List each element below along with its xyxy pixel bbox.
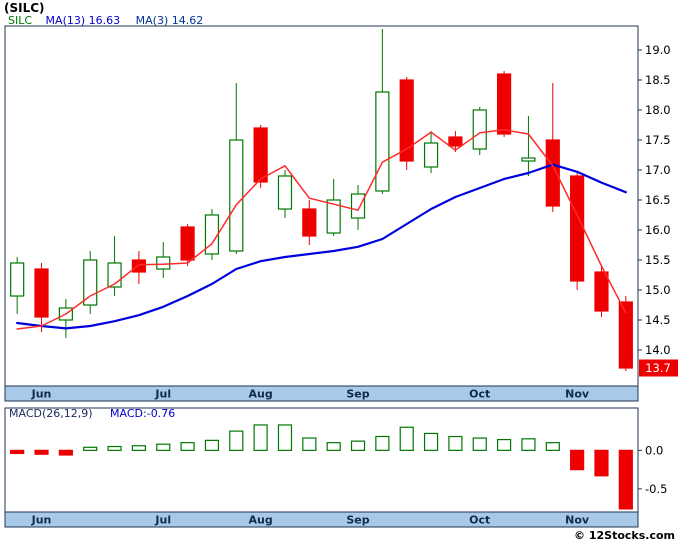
macd-bar-positive [253, 424, 268, 451]
y-axis-label: 17.0 [645, 163, 671, 177]
candle-up [350, 193, 366, 219]
month-label-aug: Aug [249, 514, 273, 527]
macd-bar-positive [156, 443, 171, 451]
month-label-aug: Aug [249, 388, 273, 401]
candle-up [326, 199, 341, 234]
candle-up [375, 91, 390, 192]
macd-bar-positive [545, 442, 560, 451]
price-legend: SILC MA(13) 16.63 MA(3) 14.62 [8, 14, 203, 27]
month-label-oct: Oct [469, 388, 490, 401]
month-label-nov: Nov [565, 514, 590, 527]
macd-bar-positive [423, 432, 439, 451]
macd-chart: Jun Jul Aug Sep Oct Nov 0.0 -0.5 [4, 407, 667, 528]
macd-bar-positive [496, 438, 512, 451]
macd-bar-positive [472, 437, 487, 451]
macd-bar-negative [570, 449, 585, 471]
y-axis-label: 18.5 [645, 73, 671, 87]
legend-ma13-value: 16.63 [88, 14, 121, 27]
candle-down [34, 268, 49, 318]
macd-bar-positive [521, 438, 536, 451]
legend-symbol: SILC [8, 14, 33, 27]
candle-up [521, 157, 536, 162]
candle-down [545, 139, 560, 207]
y-axis-label: 16.0 [645, 223, 671, 237]
macd-bar-negative [10, 449, 25, 455]
candle-up [83, 259, 98, 306]
macd-bar-positive [326, 442, 341, 451]
candle-down [180, 226, 195, 261]
month-label-nov: Nov [565, 388, 590, 401]
macd-bar-positive [131, 445, 147, 451]
macd-bar-positive [83, 446, 98, 451]
candle-up [423, 142, 439, 168]
legend-ma3-label: MA(3) [135, 14, 169, 27]
last-price-label: 13.7 [645, 361, 671, 375]
macd-bar-positive [399, 426, 414, 451]
macd-bar-positive [350, 440, 366, 451]
macd-bar-positive [277, 424, 293, 451]
macd-bar-positive [302, 437, 317, 451]
candle-up [229, 139, 244, 252]
macd-month-band [4, 511, 639, 528]
macd-plot-area [4, 407, 639, 513]
price-plot-area [4, 25, 639, 387]
ma3-line [16, 129, 627, 330]
macd-bar-positive [375, 435, 390, 451]
month-label-sep: Sep [346, 514, 369, 527]
candle-down [448, 136, 463, 147]
month-label-jul: Jul [154, 388, 171, 401]
y-axis-label: 17.5 [645, 133, 671, 147]
macd-bar-positive [107, 445, 122, 451]
macd-bar-negative [34, 449, 49, 455]
candle-down [253, 127, 268, 183]
month-label-jun: Jun [31, 388, 52, 401]
legend-ma3: MA(3) 14.62 [136, 14, 204, 27]
macd-legend-value: MACD:-0.76 [110, 407, 176, 420]
candle-down [594, 271, 609, 312]
y-axis-label: 19.0 [645, 43, 671, 57]
y-axis-label: 14.5 [645, 313, 671, 327]
macd-bar-negative [58, 449, 73, 456]
macd-legend: MACD(26,12,9) MACD:-0.76 [9, 407, 175, 420]
candle-down [496, 73, 512, 135]
last-price-box [639, 359, 678, 377]
page-title: (SILC) [4, 1, 45, 15]
candle-down [618, 301, 633, 369]
ma13-line [16, 163, 627, 330]
candle-down [302, 208, 317, 237]
macd-bar-positive [180, 442, 195, 451]
month-label-oct: Oct [469, 514, 490, 527]
y-axis-label: 16.5 [645, 193, 671, 207]
month-label-jul: Jul [154, 514, 171, 527]
y-axis-label: 15.0 [645, 283, 671, 297]
y-axis-label: -0.5 [645, 482, 667, 496]
legend-ma13-label: MA(13) [45, 14, 86, 27]
macd-bar-negative [594, 449, 609, 477]
legend-ma3-value: 14.62 [171, 14, 204, 27]
candle-up [10, 262, 25, 297]
copyright: © 12Stocks.com [574, 529, 675, 542]
candle-down [399, 79, 414, 162]
candle-up [156, 256, 171, 270]
y-axis-label: 15.5 [645, 253, 671, 267]
candle-up [472, 109, 487, 150]
macd-bar-positive [448, 435, 463, 451]
month-label-sep: Sep [346, 388, 369, 401]
candle-down [570, 175, 585, 282]
month-label-jun: Jun [31, 514, 52, 527]
macd-bar-positive [204, 439, 220, 451]
candle-up [277, 175, 293, 210]
y-axis-label: 0.0 [645, 443, 663, 457]
price-chart: Jun Jul Aug Sep Oct Nov 19.0 18.5 18.0 17.5 17.0 16… [4, 25, 678, 402]
macd-bar-negative [618, 449, 633, 510]
macd-bar-positive [229, 430, 244, 451]
price-month-band [4, 385, 639, 402]
y-axis-label: 14.0 [645, 343, 671, 357]
candle-down [131, 259, 147, 273]
legend-ma13: MA(13) 16.63 [46, 14, 121, 27]
macd-legend-label: MACD(26,12,9) [9, 407, 93, 420]
y-axis-label: 18.0 [645, 103, 671, 117]
